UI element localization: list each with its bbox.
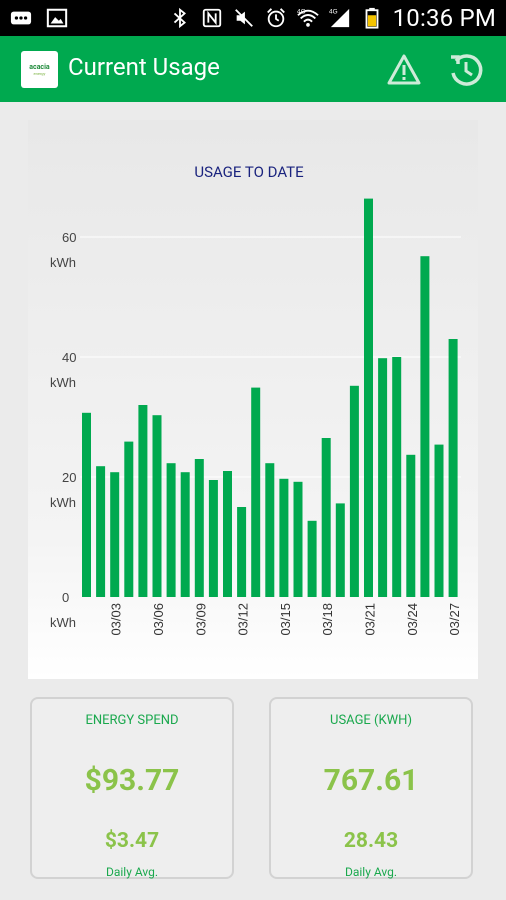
bar[interactable] <box>208 480 218 597</box>
usage-total: 767.61 <box>323 763 419 798</box>
bar[interactable] <box>293 481 303 597</box>
usage-label: USAGE (KWH) <box>330 713 412 728</box>
alert-icon[interactable] <box>386 52 422 88</box>
x-tick-label: 03/27 <box>447 603 462 636</box>
chart-title: USAGE TO DATE <box>194 163 304 181</box>
signal-icon: 4G <box>329 8 349 28</box>
energy-spend-card: ENERGY SPEND $93.77 $3.47 Daily Avg. <box>30 697 234 879</box>
usage-chart-card: USAGE TO DATE 0 kWh 20 kWh 40 kWh 60 kWh 03/03 03… <box>28 120 478 679</box>
x-tick-label: 03/09 <box>193 603 208 636</box>
energy-spend-daily: $3.47 <box>104 829 160 853</box>
bluetooth-icon <box>173 7 186 29</box>
network-label: 4G <box>329 8 338 15</box>
y-tick-label: 40 <box>62 350 76 365</box>
bar[interactable] <box>237 507 247 597</box>
energy-spend-total: $93.77 <box>84 763 180 798</box>
network-label: 4G <box>297 8 306 15</box>
energy-spend-label: ENERGY SPEND <box>85 713 179 728</box>
logo-text: acacia <box>29 63 50 71</box>
bar[interactable] <box>138 405 148 597</box>
bar[interactable] <box>152 415 162 597</box>
y-tick-label: 20 <box>62 470 76 485</box>
x-tick-label: 03/15 <box>278 603 293 636</box>
status-bar: 4G 4G 10:36 PM <box>0 0 506 36</box>
page-title: Current Usage <box>68 53 220 81</box>
usage-card: USAGE (KWH) 767.61 28.43 Daily Avg. <box>269 697 473 879</box>
bar[interactable] <box>434 444 444 597</box>
y-unit-label: kWh <box>50 375 76 390</box>
bar[interactable] <box>265 463 275 597</box>
y-unit-label: kWh <box>50 495 76 510</box>
bar[interactable] <box>406 454 416 597</box>
y-unit-label: kWh <box>50 255 76 270</box>
bar[interactable] <box>110 472 120 597</box>
bar[interactable] <box>392 357 402 597</box>
wifi-icon: 4G <box>297 8 319 27</box>
x-tick-label: 03/12 <box>236 603 251 636</box>
bar[interactable] <box>364 198 373 597</box>
x-tick-label: 03/18 <box>320 603 335 636</box>
clock: 10:36 PM <box>392 4 496 32</box>
x-tick-label: 03/06 <box>151 603 166 636</box>
bar[interactable] <box>279 478 289 597</box>
status-bar-system: 4G 4G 10:36 PM <box>169 4 496 32</box>
bar[interactable] <box>82 412 91 597</box>
bar[interactable] <box>124 441 134 597</box>
image-icon <box>46 8 68 28</box>
app-bar: acacia energy Current Usage <box>0 36 506 102</box>
x-tick-label: 03/03 <box>109 603 124 636</box>
status-bar-notifications <box>10 7 68 29</box>
bar[interactable] <box>223 471 232 597</box>
app-logo: acacia energy <box>21 51 58 88</box>
bar[interactable] <box>251 387 261 597</box>
x-tick-label: 03/24 <box>405 603 420 636</box>
bar[interactable] <box>448 339 458 597</box>
energy-spend-daily-label: Daily Avg. <box>105 865 159 879</box>
alarm-icon <box>266 8 285 28</box>
x-tick-label: 03/21 <box>363 603 378 636</box>
y-tick-label: 0 <box>62 590 69 605</box>
bar[interactable] <box>307 520 317 597</box>
logo-subtext: energy <box>33 71 46 76</box>
usage-daily: 28.43 <box>343 829 399 853</box>
bar[interactable] <box>349 385 359 597</box>
bar[interactable] <box>96 466 106 597</box>
nfc-icon <box>202 8 221 28</box>
bar[interactable] <box>194 459 204 597</box>
y-tick-label: 60 <box>62 230 76 245</box>
bar[interactable] <box>335 503 345 597</box>
more-icon <box>10 11 32 25</box>
usage-chart: 0 kWh 20 kWh 40 kWh 60 kWh 03/03 03/06 03/09 03/12 0… <box>50 198 462 636</box>
battery-icon <box>365 7 378 29</box>
bar[interactable] <box>166 463 176 597</box>
bar[interactable] <box>378 358 388 597</box>
mute-icon <box>234 9 253 27</box>
usage-daily-label: Daily Avg. <box>344 865 398 879</box>
y-unit-label: kWh <box>50 615 76 630</box>
bar[interactable] <box>180 472 190 597</box>
bar[interactable] <box>321 438 331 597</box>
refresh-icon[interactable] <box>448 52 484 88</box>
bar[interactable] <box>420 256 430 597</box>
